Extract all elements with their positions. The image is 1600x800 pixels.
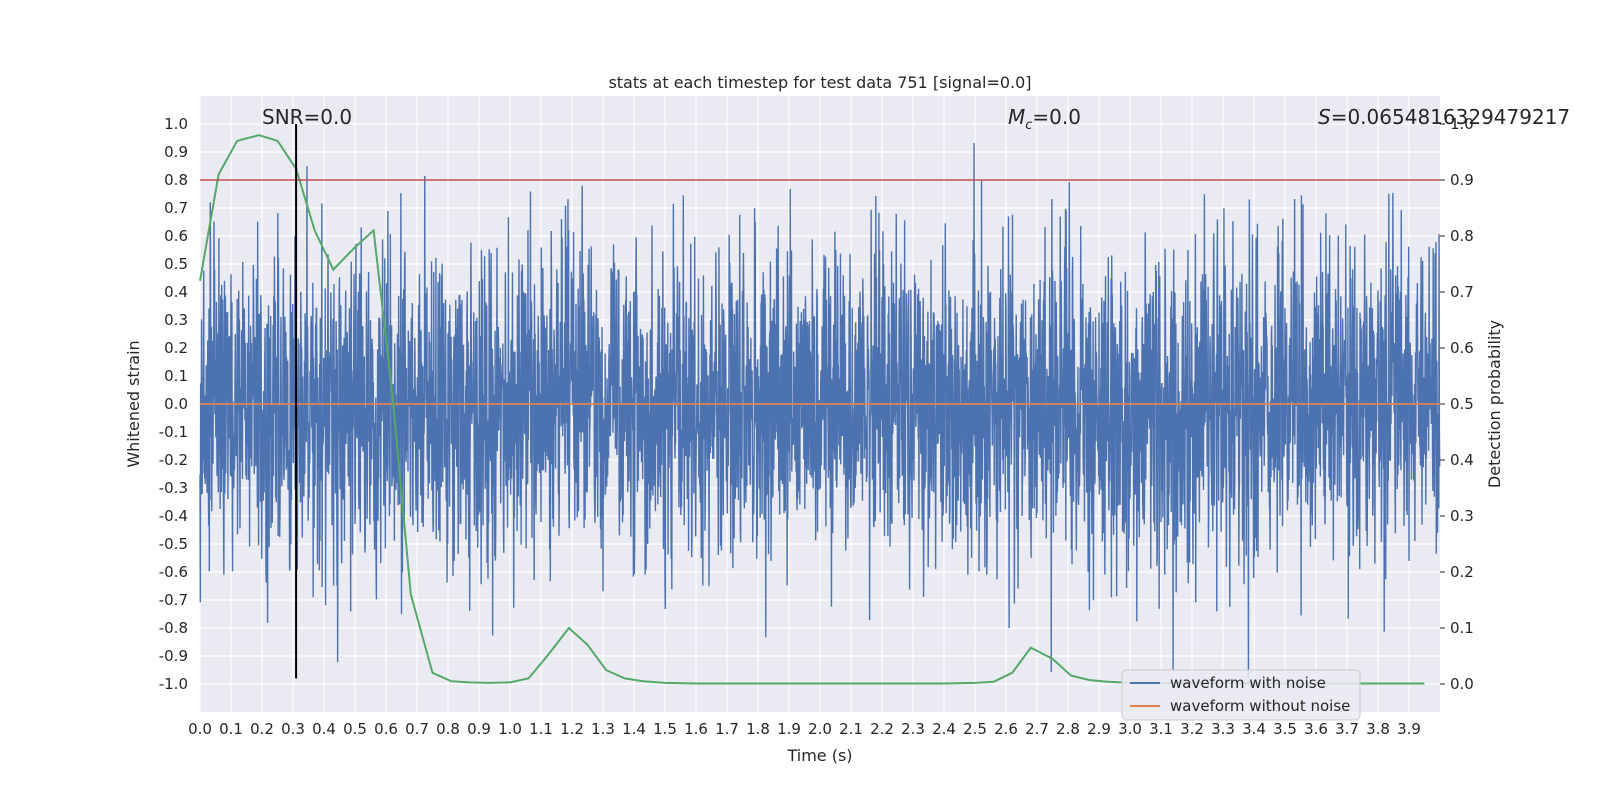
y2-tick-label: 0.7 <box>1450 283 1474 301</box>
x-tick-label: 1.2 <box>560 720 584 738</box>
legend-label-noise: waveform with noise <box>1170 674 1326 692</box>
legend-box <box>1121 669 1361 721</box>
y2-tick-label: 0.8 <box>1450 227 1474 245</box>
y-tick-label: -0.4 <box>159 507 188 525</box>
x-tick-label: 2.0 <box>808 720 832 738</box>
x-tick-label: 3.7 <box>1335 720 1359 738</box>
x-tick-label: 1.8 <box>746 720 770 738</box>
y-tick-label: -0.3 <box>159 479 188 497</box>
x-tick-label: 3.1 <box>1149 720 1173 738</box>
y-tick-label: 0.1 <box>164 367 188 385</box>
y-tick-label: -1.0 <box>159 675 188 693</box>
annotation-chirp-mass-symbol: M <box>1008 105 1025 129</box>
x-tick-label: 3.2 <box>1180 720 1204 738</box>
annotation-chirp-mass: Mc=0.0 <box>1008 105 1081 133</box>
x-tick-label: 3.8 <box>1366 720 1390 738</box>
y-tick-label: 0.9 <box>164 143 188 161</box>
y-tick-label: -0.2 <box>159 451 188 469</box>
y-tick-label: -0.7 <box>159 591 188 609</box>
x-tick-label: 2.2 <box>870 720 894 738</box>
y-tick-labels: -1.0 -0.9 -0.8 -0.7 -0.6 -0.5 -0.4 -0.3 -0.2 -0.1… <box>159 115 188 693</box>
x-axis-label: Time (s) <box>786 746 852 765</box>
y2-tick-label: 0.3 <box>1450 507 1474 525</box>
x-tick-label: 2.4 <box>932 720 956 738</box>
y-tick-label: 0.6 <box>164 227 188 245</box>
y2-tick-label: 0.6 <box>1450 339 1474 357</box>
x-tick-label: 1.1 <box>529 720 553 738</box>
annotation-snr: SNR=0.0 <box>262 105 352 129</box>
y-tick-label: 0.2 <box>164 339 188 357</box>
x-tick-labels: 0.0 0.1 0.2 0.3 0.4 0.5 0.6 0.7 0.8 0.9 1.0 1.1 1.2 1… <box>188 720 1421 738</box>
x-tick-label: 2.5 <box>963 720 987 738</box>
x-tick-label: 1.9 <box>777 720 801 738</box>
y-tick-label: -0.8 <box>159 619 188 637</box>
series-detection-probability <box>199 134 1425 685</box>
x-tick-label: 3.5 <box>1273 720 1297 738</box>
x-tick-label: 1.6 <box>684 720 708 738</box>
y-tick-label: -0.5 <box>159 535 188 553</box>
x-tick-label: 0.5 <box>343 720 367 738</box>
chart-title: stats at each timestep for test data 751… <box>608 73 1031 92</box>
y-tick-label: 0.4 <box>164 283 188 301</box>
x-tick-label: 0.4 <box>312 720 336 738</box>
y2-tick-label: 0.4 <box>1450 451 1474 469</box>
series-waveform-with-noise <box>199 142 1441 679</box>
legend: waveform with noise waveform without noi… <box>1121 669 1361 721</box>
y-tick-label: -0.6 <box>159 563 188 581</box>
x-tick-label: 2.6 <box>994 720 1018 738</box>
x-tick-label: 2.9 <box>1087 720 1111 738</box>
y2-tick-label: 0.9 <box>1450 171 1474 189</box>
x-tick-label: 3.3 <box>1211 720 1235 738</box>
y-axis-label: Whitened strain <box>124 340 143 467</box>
x-tick-label: 0.3 <box>281 720 305 738</box>
x-tick-label: 0.2 <box>250 720 274 738</box>
y-tick-label: 0.0 <box>164 395 188 413</box>
annotation-s-symbol: S <box>1318 105 1331 129</box>
y2-tick-label: 0.0 <box>1450 675 1474 693</box>
x-tick-label: 2.3 <box>901 720 925 738</box>
x-tick-label: 1.3 <box>591 720 615 738</box>
x-tick-label: 0.6 <box>374 720 398 738</box>
y-tick-label: 0.7 <box>164 199 188 217</box>
annotation-s-value: =0.0654816329479217 <box>1331 105 1570 129</box>
x-tick-label: 2.8 <box>1056 720 1080 738</box>
x-tick-label: 0.9 <box>467 720 491 738</box>
x-tick-label: 2.1 <box>839 720 863 738</box>
y-tick-label: -0.9 <box>159 647 188 665</box>
y-tick-label: 0.5 <box>164 255 188 273</box>
x-tick-label: 0.8 <box>436 720 460 738</box>
x-tick-label: 3.4 <box>1242 720 1266 738</box>
y-tick-label: -0.1 <box>159 423 188 441</box>
annotation-chirp-mass-subscript: c <box>1025 118 1032 133</box>
x-tick-label: 0.0 <box>188 720 212 738</box>
x-tick-label: 2.7 <box>1025 720 1049 738</box>
x-tick-label: 1.5 <box>653 720 677 738</box>
y2-axis-label: Detection probability <box>1485 320 1504 488</box>
annotation-chirp-mass-value: =0.0 <box>1032 105 1081 129</box>
y2-tick-label: 1.0 <box>1450 115 1474 133</box>
annotation-s: S=0.0654816329479217 <box>1318 105 1570 129</box>
waveform-with-noise-line <box>199 142 1441 679</box>
x-tick-label: 1.0 <box>498 720 522 738</box>
y2-tick-label: 0.5 <box>1450 395 1474 413</box>
x-tick-label: 3.0 <box>1118 720 1142 738</box>
y2-tick-label: 0.1 <box>1450 619 1474 637</box>
x-tick-label: 0.7 <box>405 720 429 738</box>
y-tick-label: 0.3 <box>164 311 188 329</box>
x-tick-label: 3.9 <box>1397 720 1421 738</box>
x-tick-label: 1.4 <box>622 720 646 738</box>
detection-probability-line <box>199 134 1425 685</box>
y-tick-label: 0.8 <box>164 171 188 189</box>
x-tick-label: 3.6 <box>1304 720 1328 738</box>
y2-tick-label: 0.2 <box>1450 563 1474 581</box>
legend-label-clean: waveform without noise <box>1170 697 1350 715</box>
y2-tick-labels: 0.0 0.1 0.2 0.3 0.4 0.5 0.6 0.7 0.8 0.9 1.0 <box>1440 115 1474 693</box>
x-tick-label: 0.1 <box>219 720 243 738</box>
y-tick-label: 1.0 <box>164 115 188 133</box>
x-tick-label: 1.7 <box>715 720 739 738</box>
